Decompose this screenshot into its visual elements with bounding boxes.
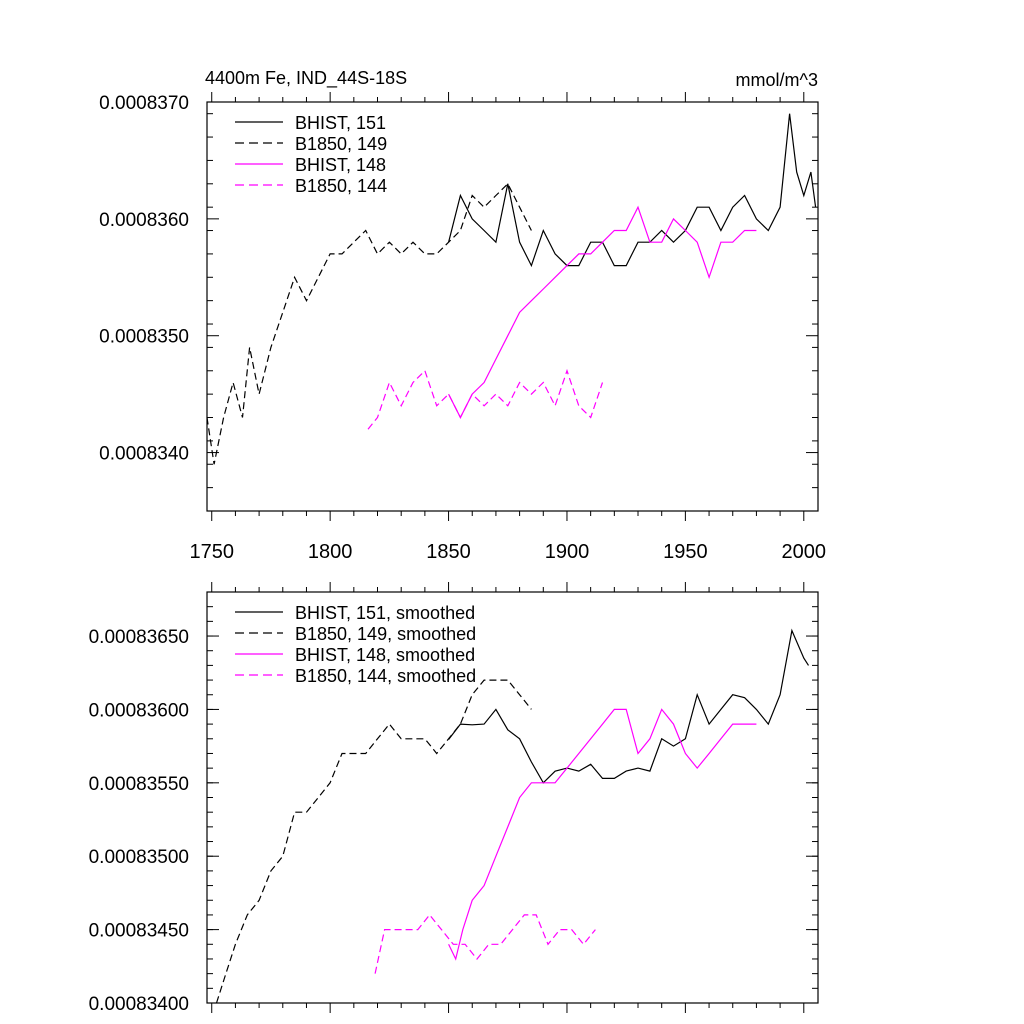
- smoothed-panel: 0.00083400 0.00083450 0.00083500 0.00083550…: [89, 582, 819, 1015]
- y-tick-label: 0.00083400: [89, 994, 189, 1015]
- chart-title: 4400m Fe, IND_44S-18S: [205, 68, 407, 89]
- series-line-bhist-151-smoothed: [448, 628, 810, 784]
- x-tick-label: 1950: [663, 541, 708, 563]
- legend-label-b1850-144-smoothed: B1850, 144, smoothed: [295, 666, 476, 686]
- series-line-b1850-144-smoothed: [374, 913, 596, 974]
- legend-label-b1850-149: B1850, 149: [295, 134, 387, 154]
- y-tick-label: 0.0008360: [99, 210, 189, 231]
- legend-label-b1850-144: B1850, 144: [295, 176, 387, 196]
- x-tick-label: 1750: [189, 541, 234, 563]
- x-tick-label: 2000: [782, 541, 827, 563]
- y-tick-label: 0.00083650: [89, 627, 189, 648]
- series-line-b1850-149-smoothed: [215, 679, 532, 1004]
- y-tick-label: 0.0008370: [99, 93, 189, 114]
- series-line-bhist-148: [448, 205, 757, 419]
- y-tick-label: 0.00083600: [89, 700, 189, 721]
- plot-frame: [206, 101, 819, 512]
- y-tick-label: 0.0008350: [99, 327, 189, 348]
- x-tick-label: 1900: [545, 541, 590, 563]
- series-line-bhist-151: [448, 113, 817, 268]
- legend-label-bhist-148: BHIST, 148: [295, 155, 386, 175]
- series-line-bhist-148-smoothed: [448, 708, 757, 961]
- legend-label-bhist-151-smoothed: BHIST, 151, smoothed: [295, 603, 475, 623]
- legend-label-bhist-151: BHIST, 151: [295, 113, 386, 133]
- x-tick-label: 1850: [426, 541, 471, 563]
- y-tick-label: 0.00083450: [89, 921, 189, 942]
- raw-panel: 0.0008340 0.0008350 0.0008360 0.0008370 1750…: [99, 92, 826, 563]
- y-tick-label: 0.0008340: [99, 444, 189, 465]
- x-tick-label: 1800: [308, 541, 353, 563]
- y-tick-label: 0.00083550: [89, 774, 189, 795]
- chart-units: mmol/m^3: [736, 70, 818, 90]
- y-tick-label: 0.00083500: [89, 847, 189, 868]
- series-line-b1850-144: [367, 368, 604, 430]
- series-line-b1850-149: [206, 182, 532, 465]
- legend-label-b1850-149-smoothed: B1850, 149, smoothed: [295, 624, 476, 644]
- legend-label-bhist-148-smoothed: BHIST, 148, smoothed: [295, 645, 475, 665]
